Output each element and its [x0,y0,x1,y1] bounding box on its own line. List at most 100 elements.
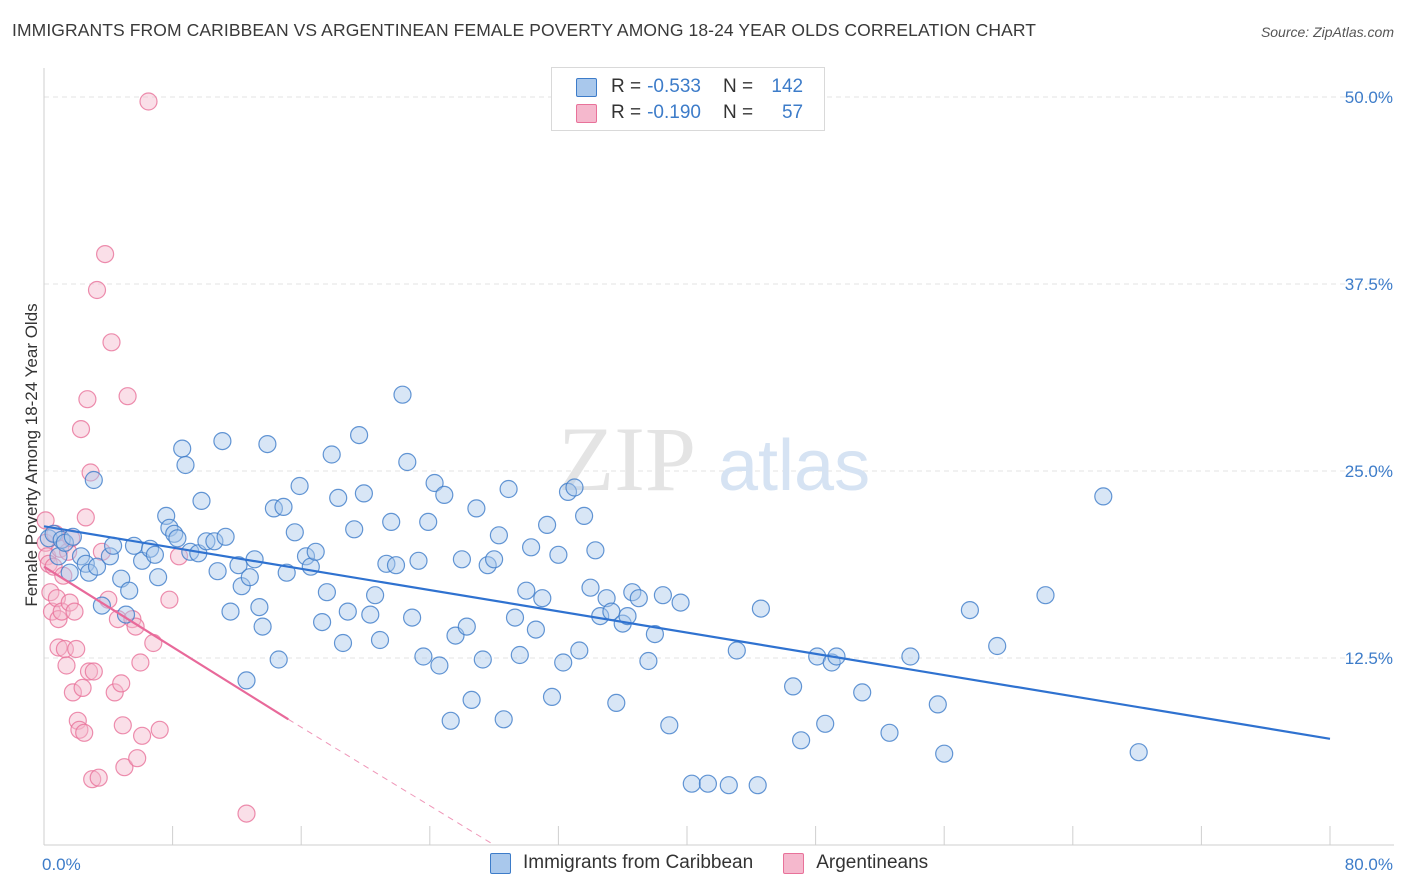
argentineans-point [115,758,134,777]
legend-label-caribbean: Immigrants from Caribbean [523,852,754,873]
caribbean-point [393,385,412,404]
argentineans-point [63,683,83,702]
caribbean-point [221,602,240,621]
caribbean-point [168,529,187,548]
caribbean-point [505,608,525,627]
caribbean-point [430,656,449,675]
trend-lines [43,525,1331,846]
caribbean-point [366,586,385,605]
caribbean-point [517,581,536,600]
argentineans-point [112,674,131,693]
caribbean-point [253,617,272,636]
legend-r-value: -0.190 [647,102,701,123]
legend-item-caribbean[interactable]: Immigrants from Caribbean [490,852,753,874]
caribbean-point [533,589,552,608]
watermark-atlas: atlas [718,426,870,506]
caribbean-point [306,542,325,561]
caribbean-point [537,515,557,535]
caribbean-point [485,550,504,569]
caribbean-point [607,693,626,713]
caribbean-point [441,711,460,730]
chart-title: IMMIGRANTS FROM CARIBBEAN VS ARGENTINEAN… [12,20,1037,40]
caribbean-point [350,426,369,445]
caribbean-point [629,589,648,608]
caribbean-point [173,439,192,458]
caribbean-point [1036,586,1055,605]
legend-n-value: 57 [781,102,804,123]
caribbean-point [264,499,283,518]
caribbean-point [853,683,872,702]
caribbean-point [216,527,235,546]
caribbean-point [791,731,811,750]
series-argentineans-points [36,92,256,823]
caribbean-point [208,562,227,581]
argentineans-point [95,245,115,264]
caribbean-point [901,647,920,666]
argentineans-point [118,387,137,406]
tick-labels: 12.5% 25.0% 37.5% 50.0% 0.0% 80.0% [42,88,1393,874]
caribbean-point [398,452,417,472]
argentineans-point [87,280,107,300]
caribbean-point [322,445,341,464]
caribbean-point [510,645,529,665]
argentineans-point [139,92,158,111]
argentineans-point [160,590,179,609]
argentineans-point [76,508,95,527]
x-tick-label-min: 0.0% [42,855,81,874]
legend-row-argentineans: R = -0.190 N = 57 [576,101,803,125]
caribbean-point [333,633,353,653]
argentineans-point [133,726,152,745]
legend-n-label: N = [722,76,754,97]
caribbean-point [377,554,396,573]
caribbean-point [370,630,390,650]
caribbean-point [258,435,277,454]
caribbean-point [116,605,136,624]
caribbean-point [671,593,690,612]
legend-swatch-argentineans [576,103,597,123]
caribbean-point [880,723,899,742]
caribbean-point [274,497,293,516]
caribbean-point [783,677,803,696]
caribbean-point [269,650,288,669]
legend-swatch-caribbean [576,77,597,97]
caribbean-point [313,612,332,632]
legend-item-argentineans[interactable]: Argentineans [783,852,928,874]
source-credit: Source: ZipAtlas.com [1260,24,1394,40]
caribbean-point [698,774,718,793]
legend-r-label: R = [611,102,642,123]
caribbean-point [277,563,296,582]
legend-n-value: 142 [771,76,804,97]
argentineans-point [65,602,84,621]
caribbean-point [425,473,444,493]
legend-row-caribbean: R = -0.533 N = 142 [576,75,803,99]
caribbean-point [473,650,492,669]
argentineans-point [150,720,169,739]
legend-r-label: R = [611,76,642,97]
caribbean-point [1129,743,1148,762]
caribbean-point [597,589,616,608]
y-axis-label: Female Poverty Among 18-24 Year Olds [22,303,41,606]
caribbean-point [499,479,518,499]
legend-n-label: N = [722,102,754,123]
caribbean-point [149,568,168,587]
caribbean-point [467,499,486,518]
gridlines [44,96,1394,659]
caribbean-point [521,538,541,557]
caribbean-point [639,651,658,671]
y-tick-label: 12.5% [1345,649,1393,668]
caribbean-point [237,671,256,690]
caribbean-point [542,687,562,707]
argentineans-point [67,639,86,659]
trend-line-argentineans-extension [288,718,495,846]
caribbean-point [570,641,589,660]
caribbean-point [338,602,357,621]
caribbean-point [250,597,269,617]
caribbean-point [192,491,211,510]
argentineans-point [84,662,103,681]
axes [43,68,1394,846]
caribbean-point [87,557,107,576]
caribbean-point [816,714,835,733]
y-tick-label: 50.0% [1345,88,1393,107]
caribbean-point [960,600,980,620]
caribbean-point [100,547,120,566]
